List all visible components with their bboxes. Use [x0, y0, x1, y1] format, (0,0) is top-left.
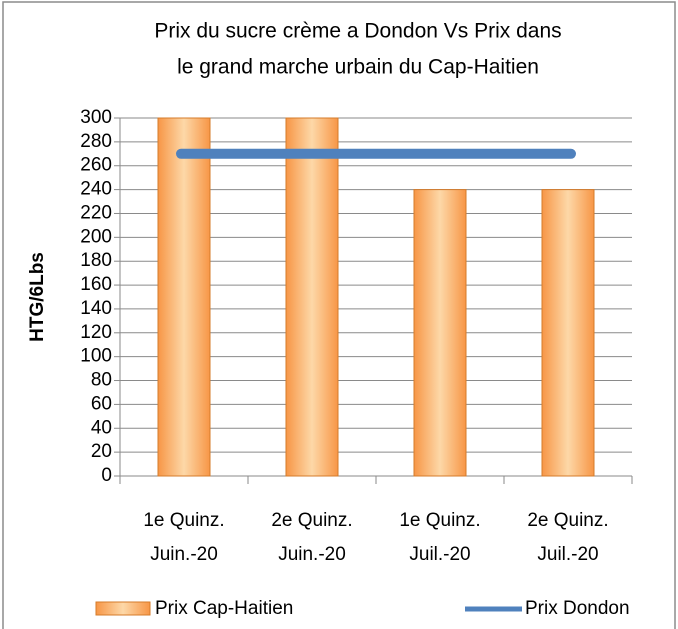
chart-title: le grand marche urbain du Cap-Haitien [177, 56, 539, 79]
x-tick-label: Juil.-20 [537, 544, 598, 565]
bar [285, 117, 339, 477]
y-tick-label: 240 [80, 179, 112, 200]
bar [541, 189, 595, 477]
x-tick-label: Juin.-20 [150, 544, 218, 565]
bar [157, 117, 211, 477]
y-tick-label: 300 [80, 107, 112, 128]
y-tick-label: 80 [91, 370, 112, 391]
y-tick-label: 0 [101, 465, 112, 486]
y-tick-label: 280 [80, 131, 112, 152]
y-tick-label: 140 [80, 298, 112, 319]
y-axis-label: HTG/6Lbs [27, 252, 48, 342]
y-tick-label: 60 [91, 393, 112, 414]
chart-title: Prix du sucre crème a Dondon Vs Prix dan… [154, 20, 561, 43]
x-tick-label: 1e Quinz. [399, 510, 480, 531]
x-tick-label: 1e Quinz. [143, 510, 224, 531]
y-tick-label: 180 [80, 250, 112, 271]
x-tick-label: 2e Quinz. [527, 510, 608, 531]
legend-swatch [95, 601, 151, 616]
y-tick-label: 200 [80, 226, 112, 247]
y-tick-label: 100 [80, 346, 112, 367]
y-tick-label: 20 [91, 441, 112, 462]
x-tick-label: Juil.-20 [409, 544, 470, 565]
y-tick-label: 220 [80, 202, 112, 223]
legend-label: Prix Dondon [525, 598, 630, 619]
y-tick-label: 120 [80, 322, 112, 343]
y-tick-label: 260 [80, 155, 112, 176]
legend-label: Prix Cap-Haitien [155, 598, 293, 619]
y-tick-label: 160 [80, 274, 112, 295]
x-tick-label: Juin.-20 [278, 544, 346, 565]
x-tick-label: 2e Quinz. [271, 510, 352, 531]
bar [413, 189, 467, 477]
y-tick-label: 40 [91, 417, 112, 438]
